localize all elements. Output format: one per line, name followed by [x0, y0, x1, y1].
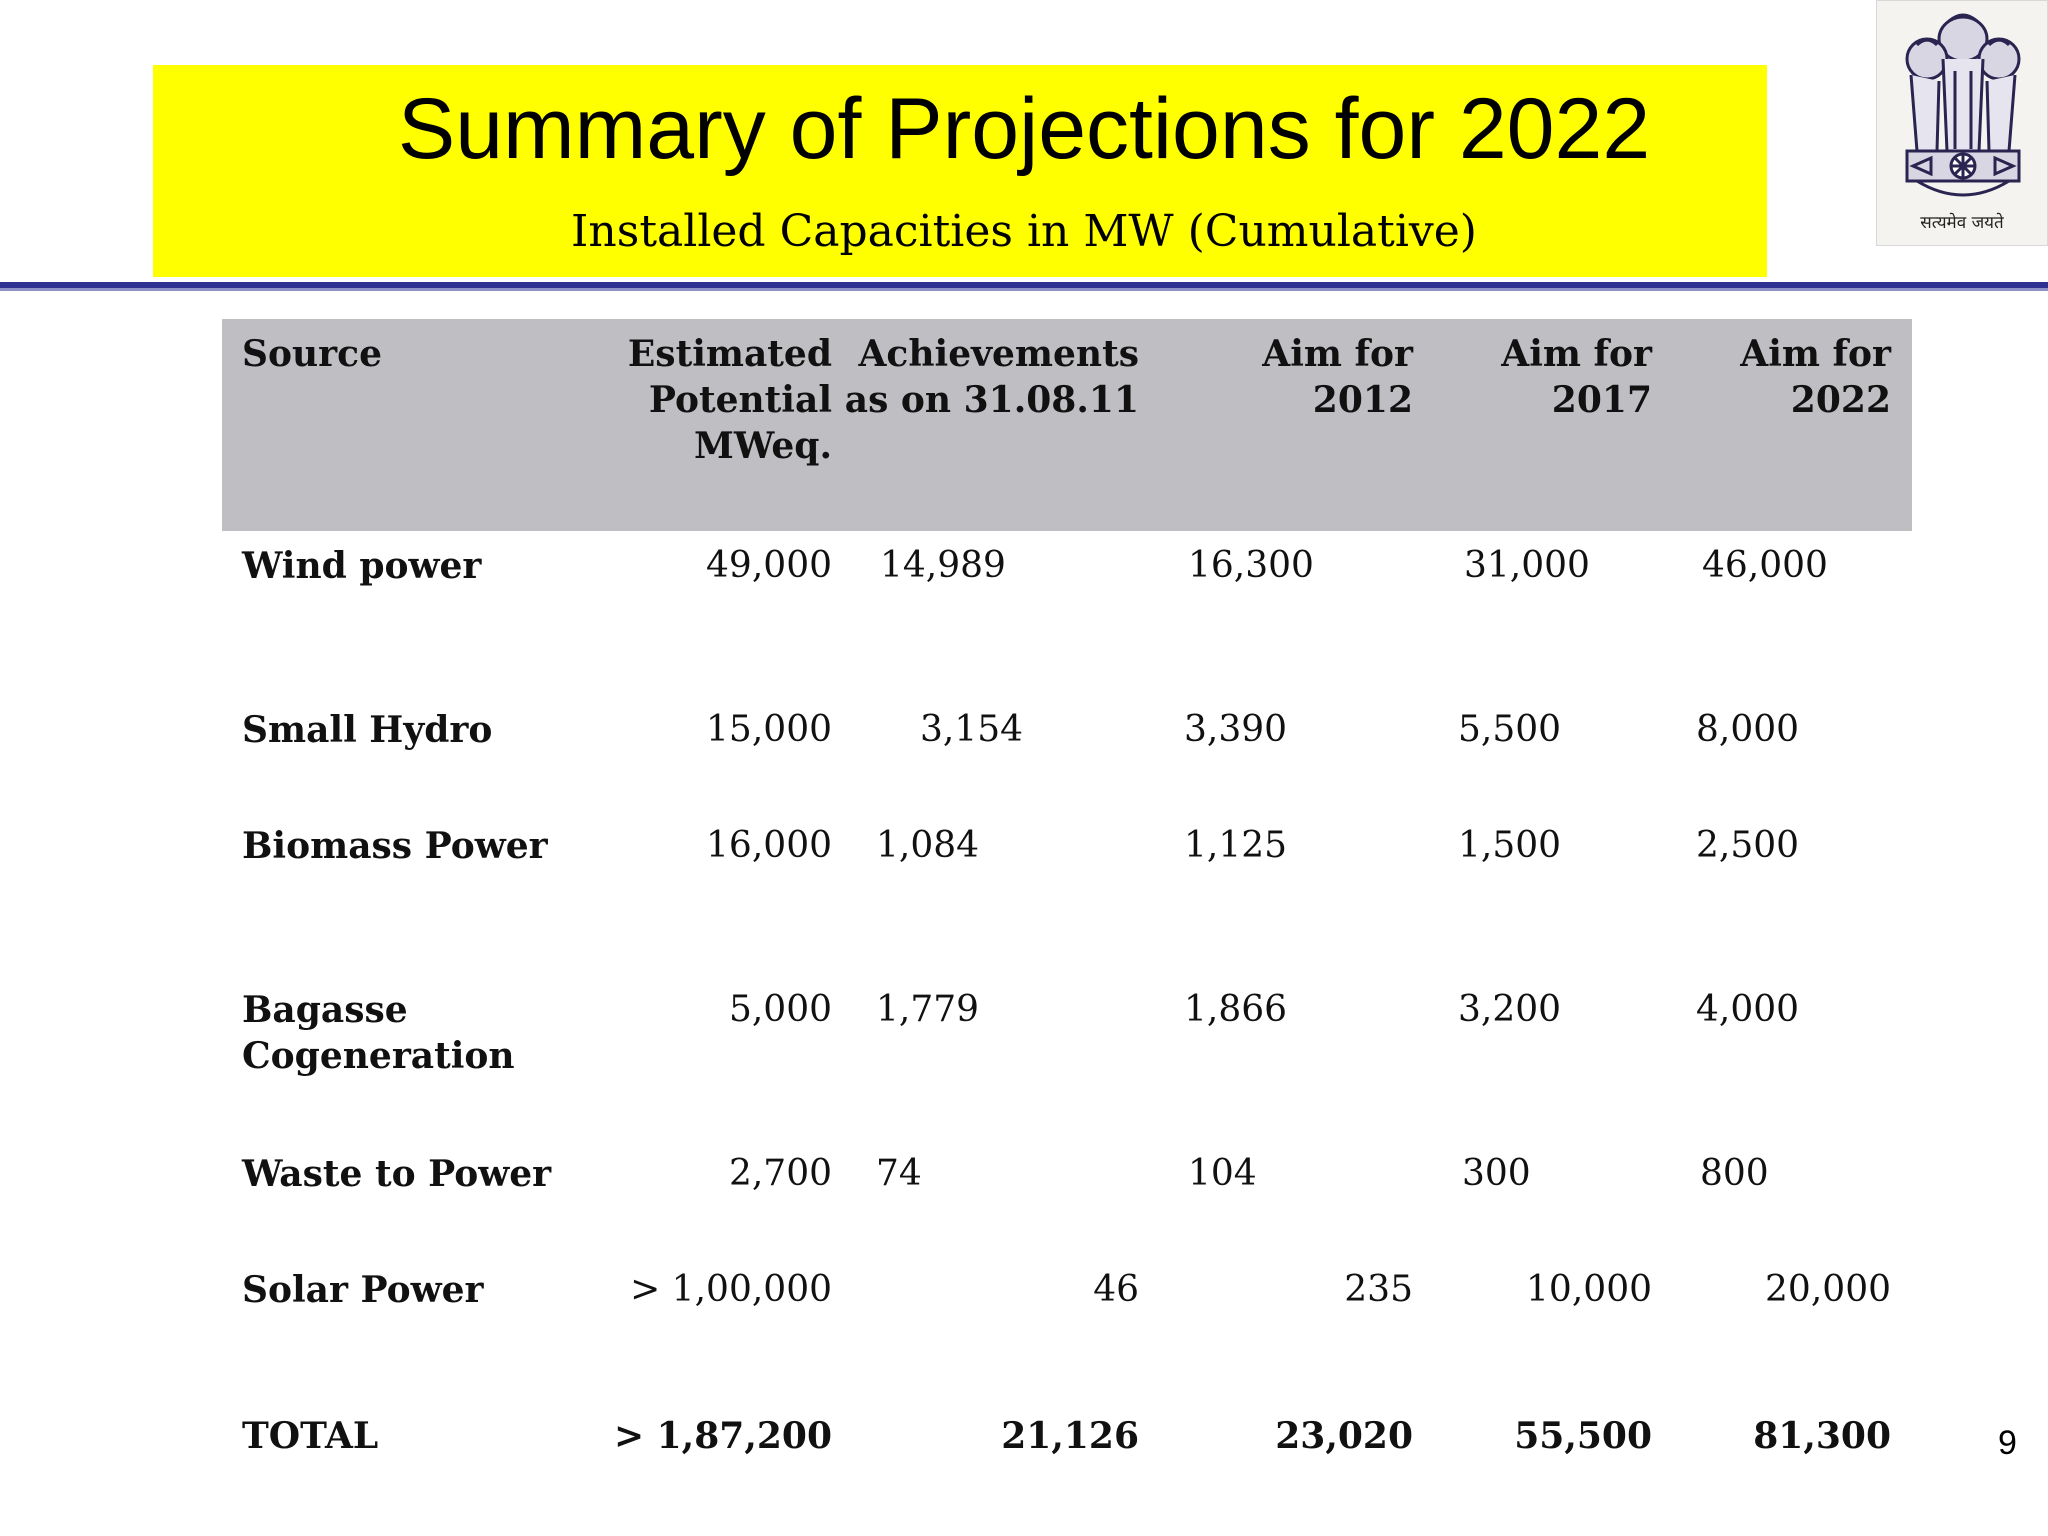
row-solar-potential: > 1,00,000 [630, 1269, 832, 1310]
row-biomass-achievements: 1,084 [876, 825, 980, 866]
row-total-aim2017: 55,500 [1514, 1415, 1652, 1457]
header-achievements-line2: as on 31.08.11 [844, 379, 1139, 421]
header-potential-line1: Estimated [627, 333, 832, 375]
row-solar-source: Solar Power [242, 1269, 484, 1311]
row-biomass-aim2012: 1,125 [1184, 825, 1288, 866]
row-bagasse-aim2012: 1,866 [1184, 989, 1288, 1030]
row-total-potential: > 1,87,200 [613, 1415, 832, 1457]
title-band [153, 65, 1767, 277]
row-solar-aim2022: 20,000 [1765, 1269, 1891, 1310]
divider-rule-shadow [0, 288, 2048, 291]
page-number: 9 [1998, 1424, 2017, 1462]
row-wind-aim2012: 16,300 [1188, 545, 1314, 586]
row-wind-aim2017: 31,000 [1464, 545, 1590, 586]
table-header [222, 319, 1912, 531]
header-source: Source [242, 333, 382, 375]
row-hydro-source: Small Hydro [242, 709, 493, 751]
row-total-achievements: 21,126 [1001, 1415, 1139, 1457]
header-aim2012-line1: Aim for [1262, 333, 1413, 375]
header-aim2022-line1: Aim for [1740, 333, 1891, 375]
row-waste-source: Waste to Power [242, 1153, 552, 1195]
slide-subtitle: Installed Capacities in MW (Cumulative) [571, 206, 1477, 257]
row-wind-source: Wind power [242, 545, 482, 587]
header-potential-line3: MWeq. [694, 425, 832, 467]
row-bagasse-source-line2: Cogeneration [242, 1035, 515, 1077]
row-solar-aim2012: 235 [1344, 1269, 1413, 1310]
slide-title: Summary of Projections for 2022 [397, 81, 1651, 177]
row-waste-aim2012: 104 [1188, 1153, 1257, 1194]
row-hydro-aim2012: 3,390 [1184, 709, 1288, 750]
row-hydro-aim2022: 8,000 [1696, 709, 1800, 750]
row-waste-aim2022: 800 [1700, 1153, 1769, 1194]
header-aim2012-line2: 2012 [1312, 379, 1413, 421]
divider-rule [0, 282, 2048, 288]
row-hydro-potential: 15,000 [706, 709, 832, 750]
row-biomass-aim2017: 1,500 [1458, 825, 1562, 866]
row-hydro-aim2017: 5,500 [1458, 709, 1562, 750]
row-waste-achievements: 74 [876, 1153, 922, 1194]
row-bagasse-aim2017: 3,200 [1458, 989, 1562, 1030]
row-wind-potential: 49,000 [706, 545, 832, 586]
row-total-aim2012: 23,020 [1275, 1415, 1413, 1457]
header-potential-line2: Potential [648, 379, 832, 421]
row-biomass-potential: 16,000 [706, 825, 832, 866]
header-aim2022-line2: 2022 [1790, 379, 1891, 421]
row-bagasse-aim2022: 4,000 [1696, 989, 1800, 1030]
header-aim2017-line1: Aim for [1501, 333, 1652, 375]
row-bagasse-source-line1: Bagasse [242, 989, 408, 1031]
national-emblem-icon: सत्यमेव जयते [1876, 0, 2048, 246]
row-bagasse-achievements: 1,779 [876, 989, 980, 1030]
row-biomass-aim2022: 2,500 [1696, 825, 1800, 866]
emblem-motto: सत्यमेव जयते [1920, 213, 2004, 233]
row-solar-achievements: 46 [1093, 1269, 1139, 1310]
row-total-aim2022: 81,300 [1753, 1415, 1891, 1457]
row-bagasse-potential: 5,000 [728, 989, 832, 1030]
header-aim2017-line2: 2017 [1551, 379, 1652, 421]
row-solar-aim2017: 10,000 [1526, 1269, 1652, 1310]
row-wind-aim2022: 46,000 [1702, 545, 1828, 586]
row-wind-achievements: 14,989 [880, 545, 1006, 586]
row-total-source: TOTAL [242, 1415, 379, 1457]
row-waste-aim2017: 300 [1462, 1153, 1531, 1194]
row-hydro-achievements: 3,154 [920, 709, 1024, 750]
row-biomass-source: Biomass Power [242, 825, 548, 867]
header-achievements-line1: Achievements [858, 333, 1140, 375]
row-waste-potential: 2,700 [728, 1153, 832, 1194]
